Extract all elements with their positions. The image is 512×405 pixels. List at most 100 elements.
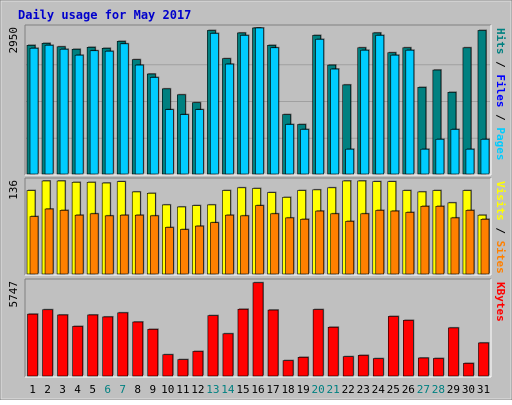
bar-kbytes-day-10 bbox=[162, 354, 174, 377]
bar-kbytes-day-4 bbox=[72, 326, 83, 377]
x-tick-label-day-30: 30 bbox=[462, 383, 475, 396]
bar-kbytes-day-18 bbox=[282, 360, 294, 377]
bar-kbytes-day-11 bbox=[177, 359, 189, 377]
bar-pages-day-1 bbox=[29, 47, 39, 175]
bar-kbytes-day-22 bbox=[342, 356, 354, 377]
bar-sites-day-29 bbox=[450, 217, 460, 275]
bar-pages-day-5 bbox=[89, 50, 99, 175]
bar-kbytes-day-16 bbox=[252, 282, 264, 377]
bar-kbytes-day-2 bbox=[42, 309, 53, 377]
bar-pages-day-3 bbox=[59, 48, 69, 175]
panel-max-label: 136 bbox=[7, 180, 20, 200]
legend-entry: / bbox=[494, 55, 507, 75]
bar-pages-day-19 bbox=[300, 129, 309, 175]
bar-pages-day-31 bbox=[480, 139, 490, 175]
bar-kbytes-day-5 bbox=[87, 314, 98, 377]
panel-max-label: 2950 bbox=[7, 27, 20, 54]
bar-kbytes-day-31 bbox=[478, 342, 489, 377]
bar-sites-day-2 bbox=[44, 208, 54, 275]
bar-sites-day-15 bbox=[240, 215, 249, 275]
bar-sites-day-8 bbox=[134, 214, 144, 275]
bar-kbytes-day-7 bbox=[117, 312, 129, 377]
bar-kbytes-day-25 bbox=[387, 316, 399, 377]
bar-sites-day-18 bbox=[285, 217, 294, 275]
bar-kbytes-day-24 bbox=[372, 358, 384, 377]
bar-pages-day-18 bbox=[285, 124, 294, 175]
bar-sites-day-17 bbox=[270, 213, 279, 275]
x-tick-label-day-6: 6 bbox=[104, 383, 111, 396]
bar-sites-day-4 bbox=[74, 214, 84, 275]
bar-kbytes-day-20 bbox=[312, 309, 324, 377]
bar-kbytes-day-28 bbox=[433, 358, 444, 377]
bar-sites-day-27 bbox=[420, 206, 430, 275]
bar-sites-day-12 bbox=[195, 225, 204, 275]
bar-pages-day-14 bbox=[225, 63, 234, 175]
x-tick-label-day-17: 17 bbox=[266, 383, 279, 396]
bar-sites-day-24 bbox=[375, 210, 385, 275]
bar-kbytes-day-27 bbox=[418, 357, 429, 377]
bar-pages-day-21 bbox=[330, 68, 339, 175]
legend-entry: KBytes bbox=[494, 282, 507, 322]
legend-entry: Hits bbox=[494, 28, 507, 55]
bar-pages-day-13 bbox=[210, 33, 219, 175]
x-tick-label-day-22: 22 bbox=[342, 383, 355, 396]
legend-entry: Sites bbox=[494, 241, 507, 274]
panel-max-label: 5747 bbox=[7, 281, 20, 308]
bar-pages-day-27 bbox=[420, 148, 430, 175]
bar-sites-day-14 bbox=[225, 214, 234, 275]
bar-pages-day-2 bbox=[44, 45, 54, 175]
x-tick-label-day-3: 3 bbox=[59, 383, 66, 396]
bar-sites-day-31 bbox=[480, 218, 490, 275]
x-tick-label-day-16: 16 bbox=[251, 383, 264, 396]
bar-kbytes-day-9 bbox=[147, 329, 159, 377]
panel-legend: Visits / Sites bbox=[494, 181, 507, 274]
x-tick-label-day-2: 2 bbox=[44, 383, 51, 396]
bar-sites-day-30 bbox=[465, 210, 475, 275]
bar-sites-day-28 bbox=[435, 206, 445, 275]
panel-bottom: 5747 KBytes bbox=[7, 278, 507, 378]
x-tick-label-day-27: 27 bbox=[417, 383, 430, 396]
bar-pages-day-4 bbox=[74, 54, 84, 175]
x-tick-label-day-21: 21 bbox=[327, 383, 340, 396]
bar-sites-day-25 bbox=[390, 210, 400, 275]
bar-kbytes-day-3 bbox=[57, 314, 68, 377]
bar-pages-day-28 bbox=[435, 139, 445, 175]
bar-pages-day-11 bbox=[180, 114, 189, 175]
bar-pages-day-15 bbox=[240, 35, 249, 175]
x-tick-label-day-26: 26 bbox=[402, 383, 415, 396]
bar-pages-day-26 bbox=[405, 49, 415, 175]
panels-layer: 2950 Hits / Files / Pages 136 Visits / Site… bbox=[7, 24, 507, 378]
bar-kbytes-day-12 bbox=[192, 351, 204, 377]
bar-kbytes-day-29 bbox=[448, 327, 459, 377]
panel-legend: KBytes bbox=[494, 282, 507, 322]
x-axis: 1 2 3 4 5 6 7 8 9 10 11 12 13 14 15 16 17 18 19 20 21 22 23 24 2… bbox=[29, 383, 490, 396]
bar-pages-day-24 bbox=[375, 35, 385, 175]
bar-kbytes-day-26 bbox=[403, 320, 414, 377]
x-tick-label-day-10: 10 bbox=[161, 383, 174, 396]
legend-entry: / bbox=[494, 221, 507, 241]
legend-entry: Files bbox=[494, 74, 507, 107]
bar-pages-day-10 bbox=[165, 109, 174, 175]
bar-sites-day-10 bbox=[165, 227, 174, 275]
bar-sites-day-21 bbox=[330, 213, 339, 275]
bar-pages-day-16 bbox=[255, 27, 264, 175]
x-tick-label-day-8: 8 bbox=[134, 383, 141, 396]
bar-sites-day-19 bbox=[300, 218, 309, 275]
bar-kbytes-day-17 bbox=[267, 309, 279, 377]
bar-kbytes-day-19 bbox=[297, 357, 309, 377]
bar-sites-day-3 bbox=[59, 210, 69, 275]
panel-legend: Hits / Files / Pages bbox=[494, 28, 507, 161]
bar-sites-day-1 bbox=[29, 216, 39, 275]
x-tick-label-day-15: 15 bbox=[236, 383, 249, 396]
x-tick-label-day-28: 28 bbox=[432, 383, 445, 396]
bar-pages-day-7 bbox=[119, 43, 129, 175]
bar-sites-day-26 bbox=[405, 212, 415, 275]
x-tick-label-day-13: 13 bbox=[206, 383, 219, 396]
bar-kbytes-day-13 bbox=[207, 315, 219, 377]
x-tick-label-day-11: 11 bbox=[176, 383, 189, 396]
x-tick-label-day-29: 29 bbox=[447, 383, 460, 396]
bar-sites-day-11 bbox=[180, 229, 189, 275]
x-tick-label-day-19: 19 bbox=[296, 383, 309, 396]
